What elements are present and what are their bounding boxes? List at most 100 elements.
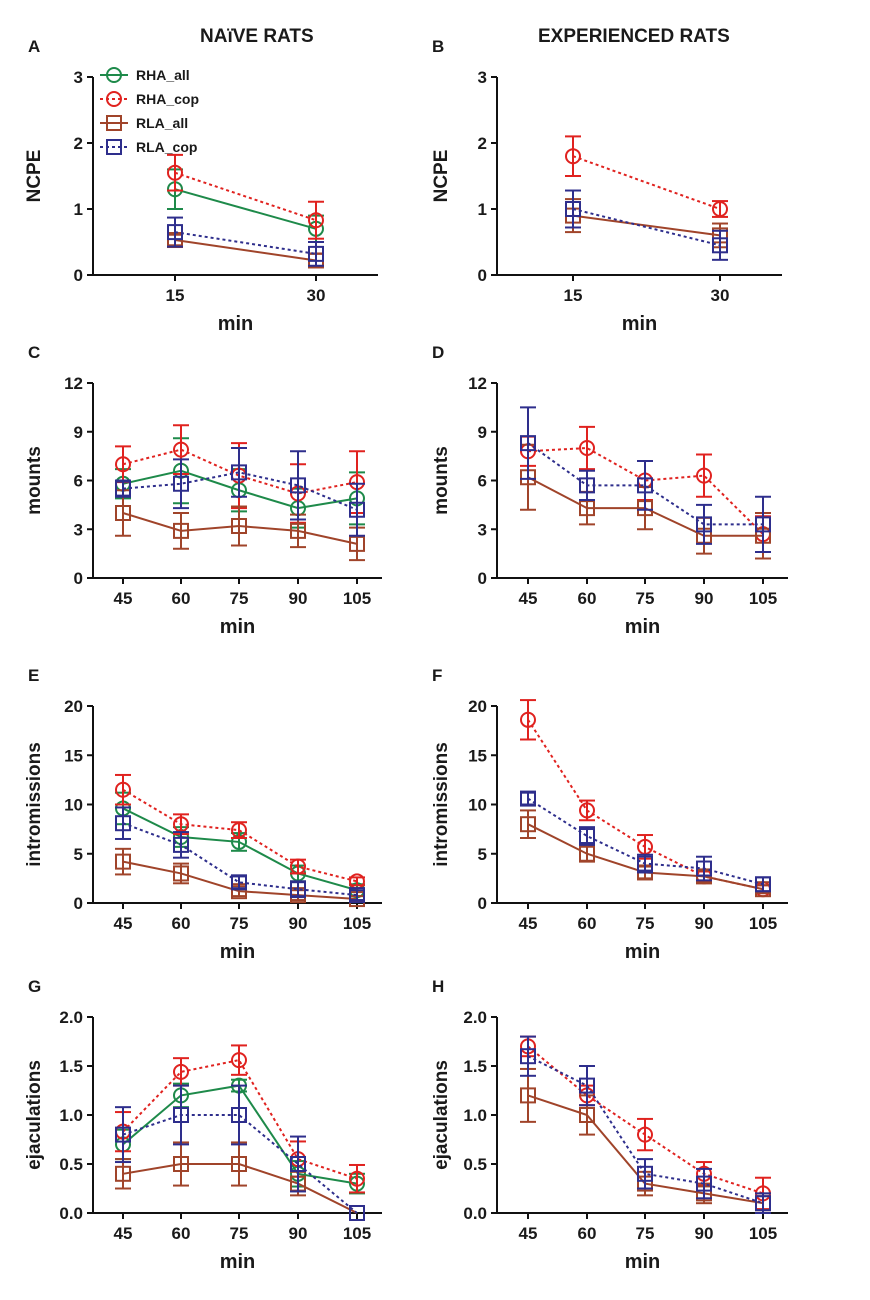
y-tick-label: 2.0 xyxy=(59,1008,83,1027)
panel-label: D xyxy=(432,343,444,362)
panel-e: E 0 5 10 15 20 45 60 75 90 105 min intromissions xyxy=(24,666,382,963)
data-point xyxy=(115,853,131,870)
legend-label: RLA_cop xyxy=(136,139,197,155)
x-tick-label: 30 xyxy=(711,286,730,305)
panel-c: C 0 3 6 9 12 45 60 75 90 105 min mounts xyxy=(24,343,382,638)
data-point xyxy=(637,855,653,872)
data-point xyxy=(579,477,595,494)
data-point xyxy=(565,148,581,165)
data-point xyxy=(173,836,189,853)
legend-item-rla-all: RLA_all xyxy=(100,115,188,131)
y-tick-label: 15 xyxy=(64,746,83,765)
data-point xyxy=(290,522,306,539)
data-point xyxy=(696,1175,712,1192)
data-point xyxy=(115,815,131,832)
data-point xyxy=(520,435,536,452)
data-point xyxy=(712,237,728,254)
y-tick-label: 9 xyxy=(74,423,83,442)
data-point xyxy=(579,845,595,862)
series-line xyxy=(174,239,317,262)
x-tick-label: 60 xyxy=(578,589,597,608)
y-tick-label: 12 xyxy=(468,374,487,393)
data-point xyxy=(290,1156,306,1172)
series-line xyxy=(527,1055,764,1205)
series-rha-cop xyxy=(167,153,324,240)
legend-item-rha-cop: RHA_cop xyxy=(100,91,199,107)
data-point xyxy=(520,790,536,807)
data-point xyxy=(579,828,595,845)
data-point xyxy=(290,881,306,898)
data-point xyxy=(231,1156,247,1172)
y-tick-label: 0.0 xyxy=(463,1204,487,1223)
series-rha-cop xyxy=(565,135,728,218)
series-rla-cop xyxy=(115,1084,365,1221)
y-axis-label: intromissions xyxy=(431,742,452,867)
y-tick-label: 2 xyxy=(478,134,487,153)
data-point xyxy=(712,201,728,217)
panel-d: D 0 3 6 9 12 45 60 75 90 105 min mounts xyxy=(431,343,788,638)
x-tick-label: 60 xyxy=(172,1224,191,1243)
x-tick-label: 45 xyxy=(519,589,538,608)
series-line xyxy=(122,788,358,883)
y-axis-label: mounts xyxy=(24,446,45,515)
data-point xyxy=(231,822,247,839)
x-tick-label: 105 xyxy=(343,1224,371,1243)
data-point xyxy=(308,245,324,262)
series-rla-cop xyxy=(520,406,771,553)
series-rla-cop xyxy=(565,189,728,261)
x-tick-label: 60 xyxy=(578,914,597,933)
y-tick-label: 10 xyxy=(64,796,83,815)
data-point xyxy=(115,456,131,473)
legend-marker xyxy=(106,115,122,131)
x-tick-label: 90 xyxy=(695,589,714,608)
x-tick-label: 75 xyxy=(230,589,249,608)
legend: RHA_all RHA_cop RLA_all RLA_cop xyxy=(100,67,199,155)
legend-marker xyxy=(106,139,122,155)
data-point xyxy=(637,1126,653,1143)
y-tick-label: 1.0 xyxy=(463,1106,487,1125)
series-line xyxy=(122,448,358,495)
data-point xyxy=(173,1063,189,1080)
series-line xyxy=(572,155,721,210)
y-tick-label: 3 xyxy=(478,520,487,539)
series-line xyxy=(174,188,317,230)
data-point xyxy=(579,440,595,456)
data-point xyxy=(173,475,189,492)
y-tick-label: 0.0 xyxy=(59,1204,83,1223)
y-tick-label: 3 xyxy=(74,68,83,87)
panel-label: E xyxy=(28,666,39,685)
data-point xyxy=(696,860,712,877)
panel-label: B xyxy=(432,37,444,56)
data-point xyxy=(579,1107,595,1123)
data-point xyxy=(349,1170,365,1187)
data-point xyxy=(520,711,536,728)
y-tick-label: 0.5 xyxy=(59,1155,83,1174)
data-point xyxy=(696,516,712,533)
x-tick-label: 75 xyxy=(636,914,655,933)
y-axis-label: ejaculations xyxy=(431,1060,452,1170)
y-axis-label: mounts xyxy=(431,446,452,515)
x-tick-label: 60 xyxy=(172,589,191,608)
data-point xyxy=(167,164,183,181)
data-point xyxy=(231,1052,247,1069)
data-point xyxy=(115,505,131,521)
data-point xyxy=(115,781,131,798)
data-point xyxy=(349,501,365,518)
data-point xyxy=(349,535,365,552)
x-tick-label: 45 xyxy=(114,914,133,933)
series-rla-cop xyxy=(115,447,365,537)
y-tick-label: 5 xyxy=(478,845,487,864)
x-tick-label: 90 xyxy=(695,1224,714,1243)
y-tick-label: 0 xyxy=(478,266,487,285)
y-tick-label: 20 xyxy=(468,697,487,716)
data-point xyxy=(173,522,189,539)
x-axis-label: min xyxy=(220,1251,256,1273)
x-tick-label: 105 xyxy=(343,914,371,933)
data-point xyxy=(115,1126,131,1143)
data-point xyxy=(173,441,189,458)
series-rla-cop xyxy=(520,1035,771,1214)
x-tick-label: 45 xyxy=(519,914,538,933)
series-rla-cop xyxy=(520,790,771,893)
x-tick-label: 105 xyxy=(749,914,777,933)
x-tick-label: 30 xyxy=(307,286,326,305)
